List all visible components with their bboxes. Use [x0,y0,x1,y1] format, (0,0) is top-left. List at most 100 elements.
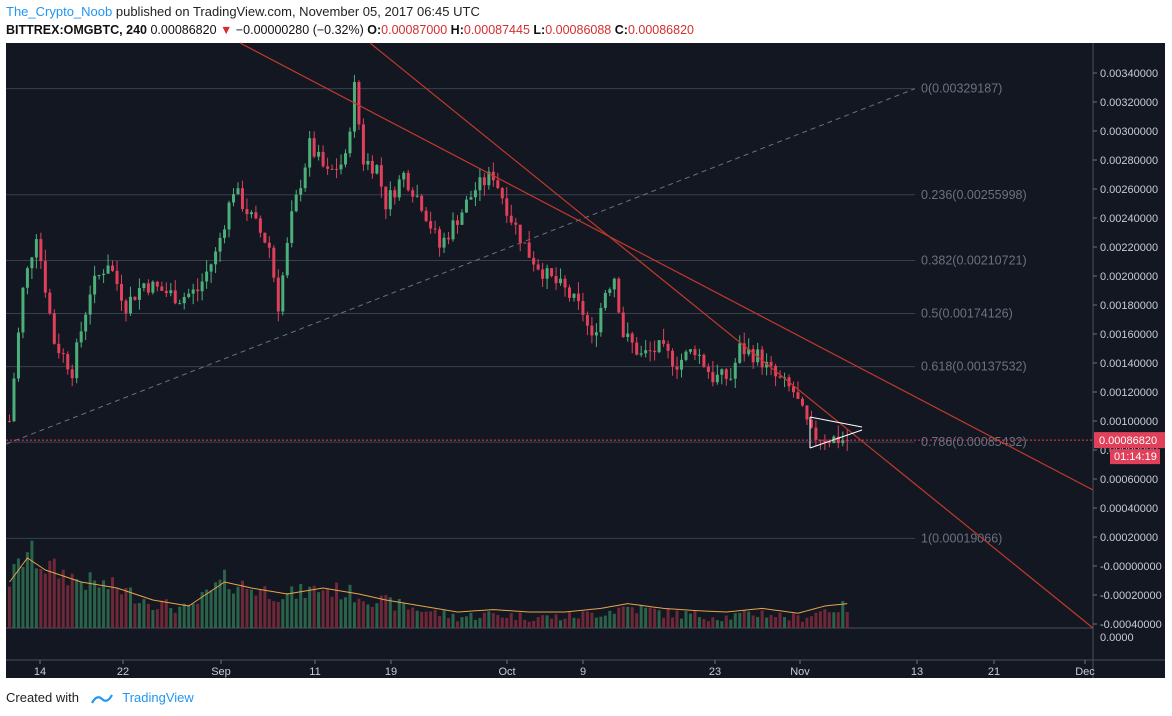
candle-body [460,212,464,225]
candle-body [599,307,603,333]
volume-bar [523,619,527,628]
volume-bar [344,597,347,628]
price-tick-label: 0.00280000 [1100,155,1158,167]
trendlines[interactable] [6,42,1094,629]
candle-body [487,171,491,186]
fib-level-label: 0.618(0.00137532) [921,360,1027,374]
candle-body [671,350,675,367]
volume-bar [751,615,755,628]
candle-body [729,378,733,380]
volume-bar [272,601,276,628]
candle-body [84,314,88,332]
candle-body [693,349,697,356]
candle-body [827,442,831,444]
last-value: 0.00086820 [150,23,217,37]
volume-bar [335,582,339,628]
volume-bar [294,598,298,628]
candle-body [442,237,446,248]
time-tick-label: Dec [1075,666,1095,678]
volume-bar [146,603,150,628]
candle-body [617,278,621,313]
candle-body [585,314,589,326]
candlesticks [8,74,849,451]
candle-body [348,131,352,154]
price-tick-label: 0.00140000 [1100,358,1158,370]
candle-body [128,296,132,314]
volume-bar [227,589,231,628]
candle-body [124,300,128,314]
volume-bar [142,599,146,628]
down-arrow-icon: ▼ [220,23,233,37]
fibonacci-retracement[interactable]: 0(0.00329187) 0.236(0.00255998) 0.382(0.00… [5,82,1027,546]
time-tick-label: 13 [911,666,923,678]
price-tick-label: 0.00340000 [1100,68,1158,80]
candle-body [559,278,563,284]
volume-bar [738,612,742,628]
fib-level-label: 1(0.00019066) [921,531,1002,545]
volume-bar [693,610,697,628]
candle-body [420,195,424,211]
time-tick-label: 19 [385,666,397,678]
candle-body [644,350,648,354]
author-link[interactable]: The_Crypto_Noob [6,4,113,19]
price-tick-label: 0.00260000 [1100,184,1158,196]
candle-body [733,362,737,379]
candle-body [541,269,545,279]
trendline-lower [369,42,1094,629]
volume-bar [115,588,119,628]
candle-body [697,354,701,356]
volume-bar [290,586,294,628]
candle-body [312,138,316,157]
footer: Created with TradingView [6,689,194,707]
volume-bar [554,614,558,628]
candle-body [106,265,110,274]
volume-bar [464,616,468,628]
volume-bar [218,579,222,628]
tradingview-link[interactable]: TradingView [122,690,194,705]
candle-body [778,376,782,378]
candle-body [688,349,692,352]
candle-body [500,188,504,199]
time-tick-label: 22 [117,666,129,678]
candle-body [424,210,428,222]
volume-bar [321,590,325,628]
candle-body [447,237,451,240]
volume-bar [8,586,11,628]
volume-bar [169,608,173,628]
volume-bar [39,568,43,628]
price-tick-label: 0.00160000 [1100,329,1158,341]
candle-body [590,325,594,336]
volume-bar [402,603,406,628]
candle-body [352,82,356,132]
candle-body [702,354,706,367]
candle-body [299,188,303,195]
candle-body [205,271,209,282]
volume-bar [352,602,356,628]
candle-body [240,188,244,210]
candle-body [796,392,800,399]
candle-body [285,242,289,276]
volume-bar [16,558,20,628]
volume-bar [447,618,451,628]
candle-body [12,378,16,422]
volume-bar [370,606,374,628]
candle-body [496,180,500,189]
candle-body [756,349,760,363]
volume-bar [456,621,459,628]
candle-body [187,293,191,297]
volume-bar [254,595,258,628]
volume-bar [191,603,195,628]
volume-bar [25,552,29,628]
candle-body [724,369,728,379]
candle-body [151,281,155,293]
candle-body [653,350,657,353]
volume-bar [603,615,607,628]
volume-bar [151,609,155,628]
candle-body [160,286,164,291]
price-tick-label: 0.00100000 [1100,416,1158,428]
candle-body [236,188,240,195]
candle-body [509,215,513,223]
candle-body [52,313,56,344]
candle-body [169,290,173,294]
